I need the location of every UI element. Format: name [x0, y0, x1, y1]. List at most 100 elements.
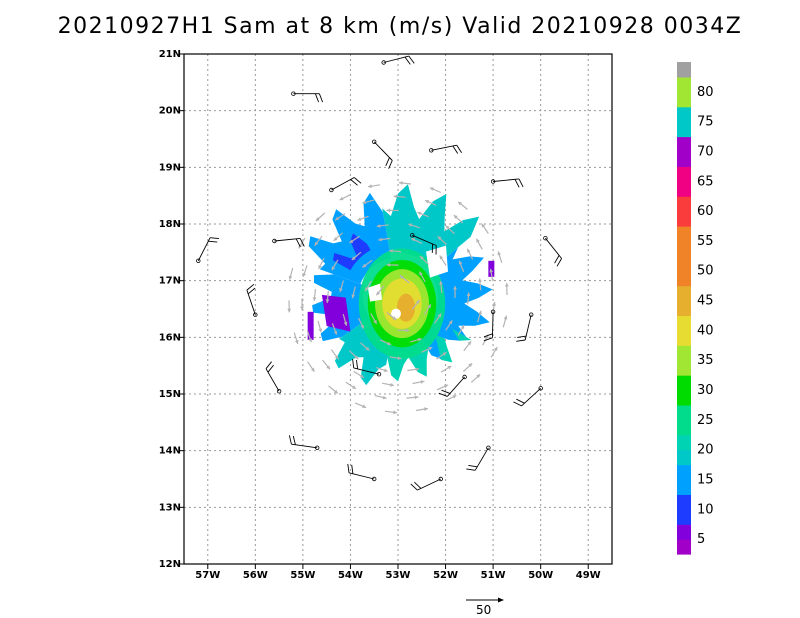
wind-vector-head [411, 238, 416, 242]
wind-vector-head [437, 313, 442, 318]
wind-vector-head [362, 200, 367, 205]
colorbar-label: 55 [697, 234, 714, 249]
colorbar-bin [677, 181, 691, 197]
wind-vector-head [467, 341, 472, 346]
wind-vector-head [333, 389, 338, 394]
wind-vector-head [420, 380, 425, 384]
wind-vector-head [357, 217, 362, 221]
wind-barbs [196, 55, 562, 491]
wind-barb-flag [452, 145, 459, 154]
wind-barb [545, 237, 562, 259]
colorbar-bin [677, 539, 691, 555]
wind-vector-head [314, 241, 319, 246]
wind-vector-head [452, 395, 457, 399]
wind-barb-flag [404, 56, 411, 65]
colorbar-bin [677, 330, 691, 346]
barb-station [329, 187, 334, 193]
wind-speed-band-outer [333, 233, 371, 271]
wind-vector-head [447, 365, 452, 370]
wind-barb-flag [318, 93, 324, 103]
barb-station [372, 139, 377, 144]
reference-vector: 50 [466, 597, 504, 617]
barb-station [276, 389, 282, 394]
reference-vector-label: 50 [476, 603, 491, 617]
wind-vector-head [489, 268, 494, 273]
wind-vector-head [378, 237, 383, 242]
colorbar-bin [677, 270, 691, 287]
y-tick-label: 20N [159, 106, 181, 117]
wind-barb-flag [516, 398, 525, 404]
x-tick-label: 55W [290, 570, 315, 581]
colorbar-label: 40 [697, 323, 714, 338]
wind-vector-head [302, 272, 307, 277]
wind-vector-head [300, 306, 304, 311]
wind-barb-flag [466, 468, 476, 471]
y-tick-label: 21N [159, 49, 181, 60]
x-tick-label: 53W [386, 570, 411, 581]
wind-vector-head [294, 340, 299, 344]
wind-vector-head [453, 215, 458, 219]
wind-vector-head [458, 201, 463, 206]
wind-barb-flag [265, 361, 272, 369]
colorbar-label: 35 [697, 353, 714, 368]
wind-barb-flag [208, 240, 218, 243]
wind-vector-head [478, 310, 482, 315]
barb-station [410, 233, 415, 238]
wind-vector-head [414, 395, 419, 400]
wind-barb [431, 144, 457, 151]
wind-barb [417, 478, 441, 491]
x-tick-label: 49W [576, 570, 601, 581]
wind-vector-head [288, 275, 293, 280]
colorbar-bin [677, 121, 691, 138]
colorbar-bin [677, 345, 691, 361]
wind-vector-head [399, 181, 403, 185]
colorbar-bin [677, 166, 691, 182]
wind-barb-flag [438, 392, 448, 397]
wind-vector-head [393, 194, 398, 199]
wind-vector-head [318, 264, 322, 269]
wind-vector-head [466, 292, 471, 296]
barb-station [486, 445, 491, 450]
colorbar-bin [677, 390, 691, 406]
wind-vector-head [417, 211, 422, 216]
barb-station [543, 235, 548, 241]
wind-vector-head [339, 288, 343, 292]
wind-vector-head [331, 266, 336, 271]
wind-vector-head [386, 263, 391, 267]
wind-vector-head [437, 236, 442, 241]
x-tick-label: 56W [243, 570, 268, 581]
wind-barb-flag [483, 337, 493, 342]
wind-barb-flag [441, 389, 451, 394]
data-gap [368, 283, 382, 302]
wind-barb-flag [356, 359, 359, 369]
wind-vector-head [415, 300, 420, 304]
axis-ticks: 57W 56W 55W 54W 53W 52W 51W 50W 49W 12N 13N 14N 15N 1… [159, 49, 601, 581]
wind-barb-flag [288, 435, 292, 445]
wind-vector-head [368, 184, 372, 189]
wind-vector-head [352, 385, 356, 389]
wind-vector-head [383, 368, 388, 372]
wind-vector-head [445, 225, 450, 230]
wind-vector-head [389, 249, 393, 253]
barb-station [438, 476, 443, 482]
colorbar-bin [677, 479, 691, 495]
wind-barb [265, 368, 280, 392]
wind-vector-head [362, 263, 367, 268]
wind-barb-flag [516, 339, 526, 342]
wind-vector-head [326, 365, 330, 370]
wind-vector-head [349, 239, 354, 243]
wind-barb [373, 141, 393, 161]
wind-barb-flag [314, 93, 320, 103]
x-tick-label: 50W [528, 570, 553, 581]
wind-barb [197, 237, 211, 262]
y-tick-label: 13N [159, 502, 181, 513]
wind-barb-flag [483, 333, 493, 338]
wind-barb-flag [517, 335, 527, 338]
wind-vector-head [325, 299, 330, 303]
wind-barb-flag [347, 463, 350, 473]
colorbar-bin [677, 62, 691, 78]
colorbar-bin [677, 136, 691, 153]
wind-vector-head [365, 287, 369, 292]
wind-vector-head [373, 319, 377, 324]
wind-barb-flag [408, 55, 415, 64]
